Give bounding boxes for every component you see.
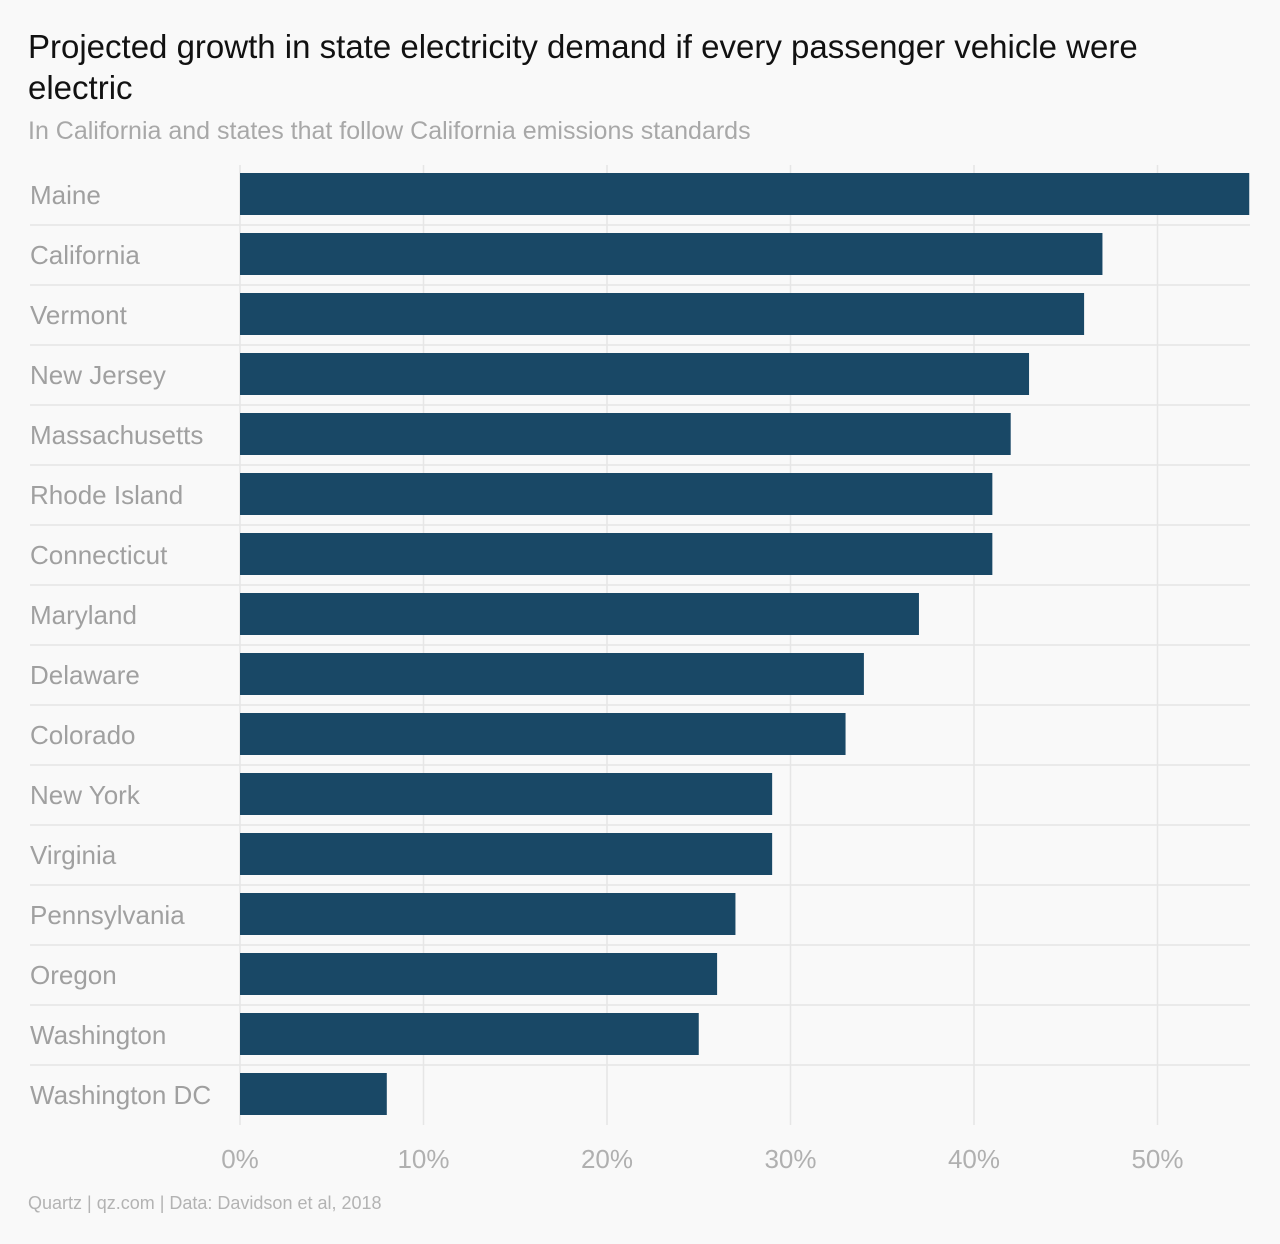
bar (240, 653, 864, 695)
category-label: Colorado (30, 720, 136, 750)
category-label: New Jersey (30, 360, 166, 390)
category-label: Washington DC (30, 1080, 211, 1110)
category-label: Maryland (30, 600, 137, 630)
category-label: California (30, 240, 140, 270)
bar (240, 1013, 699, 1055)
category-label: Virginia (30, 840, 117, 870)
category-label: Connecticut (30, 540, 168, 570)
x-tick-label: 30% (764, 1144, 816, 1174)
x-tick-label: 40% (948, 1144, 1000, 1174)
category-label: Oregon (30, 960, 117, 990)
bar (240, 473, 993, 515)
x-tick-label: 50% (1131, 1144, 1183, 1174)
category-label: Pennsylvania (30, 900, 185, 930)
category-label: Delaware (30, 660, 140, 690)
category-label: Washington (30, 1020, 166, 1050)
chart-subtitle: In California and states that follow Cal… (28, 117, 751, 145)
bar (240, 1073, 387, 1115)
x-tick-label: 10% (397, 1144, 449, 1174)
source-note: Quartz | qz.com | Data: Davidson et al, … (28, 1193, 382, 1213)
category-label: New York (30, 780, 141, 810)
bar (240, 353, 1030, 395)
category-label: Maine (30, 180, 101, 210)
bar (240, 833, 773, 875)
bar (240, 413, 1011, 455)
bar (240, 173, 1250, 215)
x-tick-label: 0% (221, 1144, 259, 1174)
category-label: Massachusetts (30, 420, 203, 450)
bar (240, 893, 736, 935)
bar (240, 713, 846, 755)
bar (240, 593, 919, 635)
bar (240, 953, 718, 995)
bar (240, 533, 993, 575)
bar (240, 773, 773, 815)
x-tick-label: 20% (581, 1144, 633, 1174)
bar (240, 233, 1103, 275)
chart-title: Projected growth in state electricity de… (28, 28, 1138, 106)
bar (240, 293, 1085, 335)
category-label: Vermont (30, 300, 128, 330)
category-label: Rhode Island (30, 480, 183, 510)
